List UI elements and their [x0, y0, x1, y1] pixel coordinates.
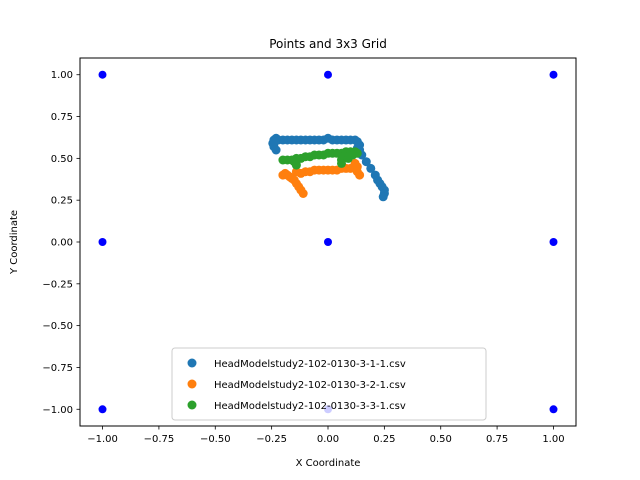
legend-label: HeadModelstudy2-102-0130-3-2-1.csv	[214, 380, 406, 391]
grid-point	[549, 70, 558, 79]
x-axis-label: X Coordinate	[296, 458, 361, 469]
x-tick-label: 0.75	[486, 434, 508, 445]
chart-title: Points and 3x3 Grid	[269, 37, 387, 51]
series-2	[278, 158, 365, 198]
series-3	[278, 147, 362, 170]
legend-marker	[187, 358, 197, 368]
x-tick-label: −1.00	[87, 434, 118, 445]
legend-label: HeadModelstudy2-102-0130-3-1-1.csv	[214, 359, 406, 370]
grid-point	[324, 70, 332, 79]
x-tick-label: 0.25	[373, 434, 395, 445]
x-tick-label: −0.50	[200, 434, 231, 445]
grid-point	[98, 405, 107, 414]
series-1-point	[366, 163, 376, 173]
y-tick-label: 0.75	[51, 112, 73, 123]
y-tick-label: 0.25	[51, 196, 73, 207]
x-tick-label: −0.25	[256, 434, 287, 445]
grid-point	[549, 405, 558, 414]
x-tick-label: 0.50	[430, 434, 452, 445]
y-tick-label: −0.25	[42, 279, 73, 290]
grid-point	[98, 238, 107, 246]
legend-label: HeadModelstudy2-102-0130-3-3-1.csv	[214, 401, 406, 412]
y-tick-label: 0.50	[51, 154, 73, 165]
y-tick-label: 0.00	[51, 238, 73, 249]
grid-point	[549, 238, 558, 246]
legend-marker	[187, 400, 197, 410]
legend: HeadModelstudy2-102-0130-3-1-1.csv HeadMo…	[171, 347, 487, 421]
grid-point	[324, 238, 332, 246]
series-1-point	[361, 157, 371, 167]
y-tick-label: −0.75	[42, 363, 73, 374]
legend-box	[171, 347, 487, 421]
series-1-point	[271, 145, 281, 155]
x-tick-label: −0.75	[144, 434, 175, 445]
series-3-point	[291, 160, 301, 170]
data-layer	[98, 70, 558, 414]
y-axis-label: Y Coordinate	[9, 210, 20, 275]
series-2-point	[298, 189, 308, 198]
y-tick-label: −0.50	[42, 321, 73, 332]
legend-marker	[187, 379, 197, 389]
grid-point	[98, 70, 107, 79]
series-1-point	[378, 192, 388, 202]
series-3-point	[337, 158, 346, 168]
series-1	[268, 133, 389, 202]
x-tick-label: 1.00	[542, 434, 564, 445]
series-1-point	[270, 137, 280, 147]
y-tick-label: −1.00	[42, 405, 73, 416]
series-2-point	[291, 167, 301, 177]
x-tick-label: 0.00	[317, 434, 339, 445]
series-2-point	[355, 170, 365, 180]
series-3-point	[348, 150, 358, 160]
x-axis: −1.00 −0.75 −0.50 −0.25 0.00 0.25 0.50 0.75 1.00	[87, 426, 565, 445]
y-tick-label: 1.00	[51, 70, 73, 81]
y-axis: 1.00 0.75 0.50 0.25 0.00 −0.25 −0.50 −0.75 −1.00	[42, 70, 80, 416]
